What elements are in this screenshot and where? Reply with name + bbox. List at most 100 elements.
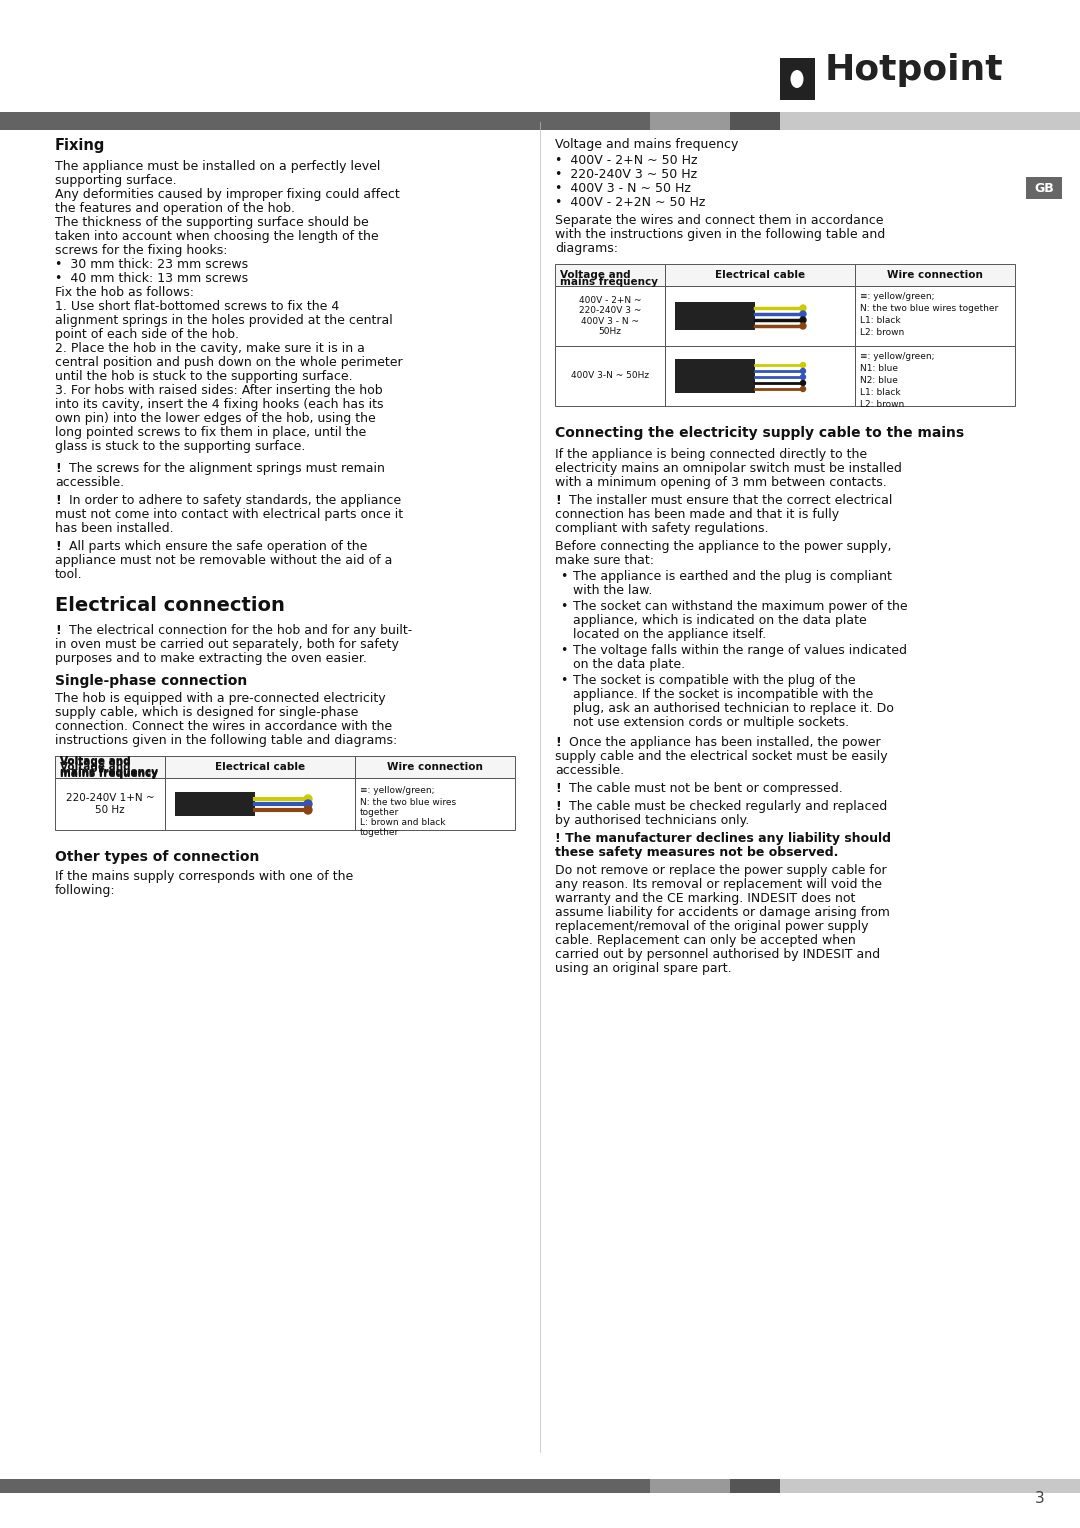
Text: •: •: [561, 674, 567, 688]
Text: !: !: [555, 801, 561, 813]
Text: ! The manufacturer declines any liability should: ! The manufacturer declines any liabilit…: [555, 833, 891, 845]
Text: supply cable and the electrical socket must be easily: supply cable and the electrical socket m…: [555, 750, 888, 762]
Text: Wire connection: Wire connection: [387, 762, 483, 772]
Text: All parts which ensure the safe operation of the: All parts which ensure the safe operatio…: [65, 539, 367, 553]
Text: alignment springs in the holes provided at the central: alignment springs in the holes provided …: [55, 313, 393, 327]
Text: •  40 mm thick: 13 mm screws: • 40 mm thick: 13 mm screws: [55, 272, 248, 286]
Text: together: together: [360, 808, 400, 817]
Text: !: !: [55, 461, 60, 475]
Text: 3: 3: [1035, 1491, 1044, 1507]
Text: not use extension cords or multiple sockets.: not use extension cords or multiple sock…: [573, 717, 849, 729]
Text: 220-240V 1+N ~
50 Hz: 220-240V 1+N ~ 50 Hz: [66, 793, 154, 814]
Text: •  220-240V 3 ~ 50 Hz: • 220-240V 3 ~ 50 Hz: [555, 168, 697, 180]
Text: taken into account when choosing the length of the: taken into account when choosing the len…: [55, 231, 379, 243]
Bar: [675, 359, 755, 393]
Bar: [55, 778, 165, 830]
Text: diagrams:: diagrams:: [555, 241, 618, 255]
Text: 400V - 2+N ~
220-240V 3 ~
400V 3 - N ~
50Hz: 400V - 2+N ~ 220-240V 3 ~ 400V 3 - N ~ 5…: [579, 296, 642, 336]
Text: Separate the wires and connect them in accordance: Separate the wires and connect them in a…: [555, 214, 883, 228]
Text: assume liability for accidents or damage arising from: assume liability for accidents or damage…: [555, 906, 890, 918]
Text: central position and push down on the whole perimeter: central position and push down on the wh…: [55, 356, 403, 368]
Text: Other types of connection: Other types of connection: [55, 850, 259, 863]
Text: Voltage and mains frequency: Voltage and mains frequency: [555, 138, 739, 151]
Text: •  400V 3 - N ~ 50 Hz: • 400V 3 - N ~ 50 Hz: [555, 182, 691, 196]
Text: L2: brown: L2: brown: [860, 329, 904, 338]
Text: mains frequency: mains frequency: [60, 769, 158, 779]
Text: Electrical cable: Electrical cable: [215, 762, 305, 772]
Text: by authorised technicians only.: by authorised technicians only.: [555, 814, 750, 827]
Circle shape: [800, 306, 806, 312]
Text: Wire connection: Wire connection: [887, 270, 983, 280]
Circle shape: [800, 362, 806, 368]
Bar: [55, 756, 165, 778]
Bar: [665, 345, 855, 406]
Circle shape: [303, 801, 312, 808]
Text: The installer must ensure that the correct electrical: The installer must ensure that the corre…: [565, 494, 892, 507]
Text: with the instructions given in the following table and: with the instructions given in the follo…: [555, 228, 886, 241]
Text: ≡: yellow/green;: ≡: yellow/green;: [860, 351, 934, 361]
Circle shape: [800, 312, 806, 316]
Text: Voltage and: Voltage and: [60, 762, 131, 772]
Text: Fix the hob as follows:: Fix the hob as follows:: [55, 286, 194, 299]
Bar: [1026, 177, 1062, 199]
Text: Voltage and
mains frequency: Voltage and mains frequency: [60, 756, 158, 778]
Text: supply cable, which is designed for single-phase: supply cable, which is designed for sing…: [55, 706, 359, 720]
Text: If the appliance is being connected directly to the: If the appliance is being connected dire…: [555, 448, 867, 461]
Text: with the law.: with the law.: [573, 584, 652, 597]
Text: 2. Place the hob in the cavity, make sure it is in a: 2. Place the hob in the cavity, make sur…: [55, 342, 365, 354]
Bar: [855, 345, 1015, 406]
Text: The socket can withstand the maximum power of the: The socket can withstand the maximum pow…: [573, 601, 907, 613]
Text: Single-phase connection: Single-phase connection: [55, 674, 247, 688]
Text: plug, ask an authorised technician to replace it. Do: plug, ask an authorised technician to re…: [573, 701, 894, 715]
Text: The thickness of the supporting surface should be: The thickness of the supporting surface …: [55, 215, 368, 229]
Circle shape: [303, 805, 312, 814]
Text: Electrical cable: Electrical cable: [715, 270, 805, 280]
Bar: [555, 264, 665, 286]
Text: instructions given in the following table and diagrams:: instructions given in the following tabl…: [55, 733, 397, 747]
Text: on the data plate.: on the data plate.: [573, 659, 685, 671]
Text: The electrical connection for the hob and for any built-: The electrical connection for the hob an…: [65, 623, 413, 637]
Text: glass is stuck to the supporting surface.: glass is stuck to the supporting surface…: [55, 440, 306, 452]
Text: accessible.: accessible.: [55, 477, 124, 489]
Text: N: the two blue wires together: N: the two blue wires together: [860, 304, 998, 313]
Text: The hob is equipped with a pre-connected electricity: The hob is equipped with a pre-connected…: [55, 692, 386, 704]
Text: •  30 mm thick: 23 mm screws: • 30 mm thick: 23 mm screws: [55, 258, 248, 270]
Text: accessible.: accessible.: [555, 764, 624, 778]
Text: N: the two blue wires: N: the two blue wires: [360, 798, 456, 807]
Text: connection. Connect the wires in accordance with the: connection. Connect the wires in accorda…: [55, 720, 392, 733]
Text: Electrical connection: Electrical connection: [55, 596, 285, 614]
Text: appliance must not be removable without the aid of a: appliance must not be removable without …: [55, 555, 392, 567]
Text: •  400V - 2+2N ~ 50 Hz: • 400V - 2+2N ~ 50 Hz: [555, 196, 705, 209]
Text: !: !: [555, 494, 561, 507]
Text: tool.: tool.: [55, 568, 83, 581]
Text: connection has been made and that it is fully: connection has been made and that it is …: [555, 507, 839, 521]
Text: Do not remove or replace the power supply cable for: Do not remove or replace the power suppl…: [555, 863, 887, 877]
Text: must not come into contact with electrical parts once it: must not come into contact with electric…: [55, 507, 403, 521]
Text: own pin) into the lower edges of the hob, using the: own pin) into the lower edges of the hob…: [55, 413, 376, 425]
Text: N1: blue: N1: blue: [860, 364, 897, 373]
Text: supporting surface.: supporting surface.: [55, 174, 177, 186]
Text: Before connecting the appliance to the power supply,: Before connecting the appliance to the p…: [555, 539, 891, 553]
Text: !: !: [55, 539, 60, 553]
Text: has been installed.: has been installed.: [55, 523, 174, 535]
Text: carried out by personnel authorised by INDESIT and: carried out by personnel authorised by I…: [555, 947, 880, 961]
Text: !: !: [55, 623, 60, 637]
Text: !: !: [55, 494, 60, 507]
Text: GB: GB: [1035, 182, 1054, 194]
Text: with a minimum opening of 3 mm between contacts.: with a minimum opening of 3 mm between c…: [555, 477, 887, 489]
Text: mains frequency: mains frequency: [60, 767, 158, 778]
Bar: [665, 286, 855, 345]
Text: The voltage falls within the range of values indicated: The voltage falls within the range of va…: [573, 643, 907, 657]
Bar: [355, 756, 515, 778]
Bar: [730, 112, 780, 130]
Bar: [355, 778, 515, 830]
Text: long pointed screws to fix them in place, until the: long pointed screws to fix them in place…: [55, 426, 366, 439]
Ellipse shape: [791, 70, 804, 89]
Text: cable. Replacement can only be accepted when: cable. Replacement can only be accepted …: [555, 934, 855, 947]
Bar: [165, 778, 355, 830]
Text: following:: following:: [55, 885, 116, 897]
Text: •  400V - 2+N ~ 50 Hz: • 400V - 2+N ~ 50 Hz: [555, 154, 698, 167]
Text: The screws for the alignment springs must remain: The screws for the alignment springs mus…: [65, 461, 384, 475]
Text: ≡: yellow/green;: ≡: yellow/green;: [860, 292, 934, 301]
Text: make sure that:: make sure that:: [555, 555, 654, 567]
